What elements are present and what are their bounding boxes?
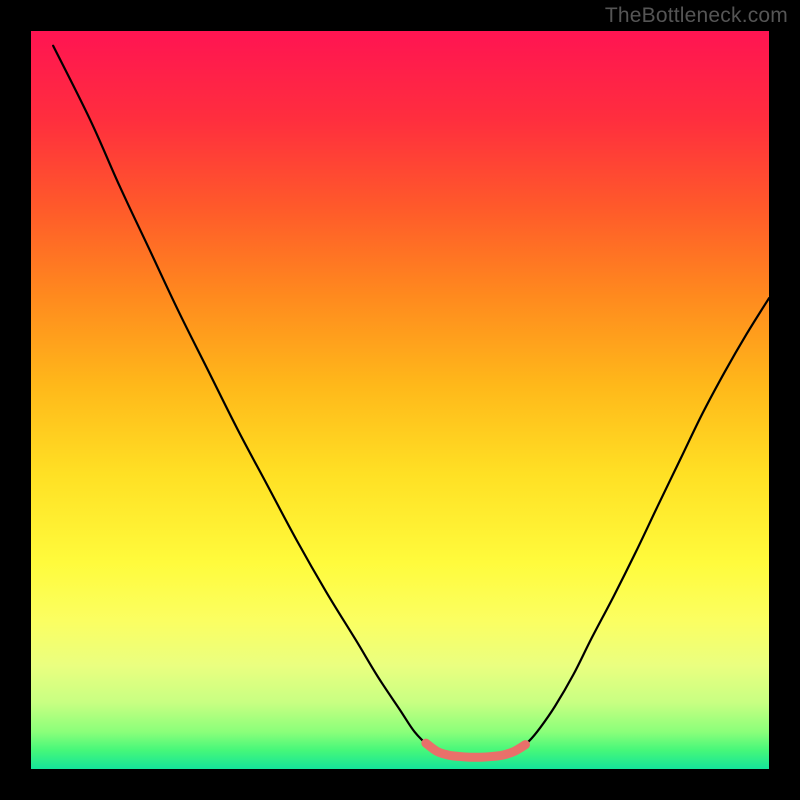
watermark-text: TheBottleneck.com [605,4,788,28]
plot-background [31,31,769,769]
chart-container: TheBottleneck.com [0,0,800,800]
bottleneck-curve-chart [0,0,800,800]
